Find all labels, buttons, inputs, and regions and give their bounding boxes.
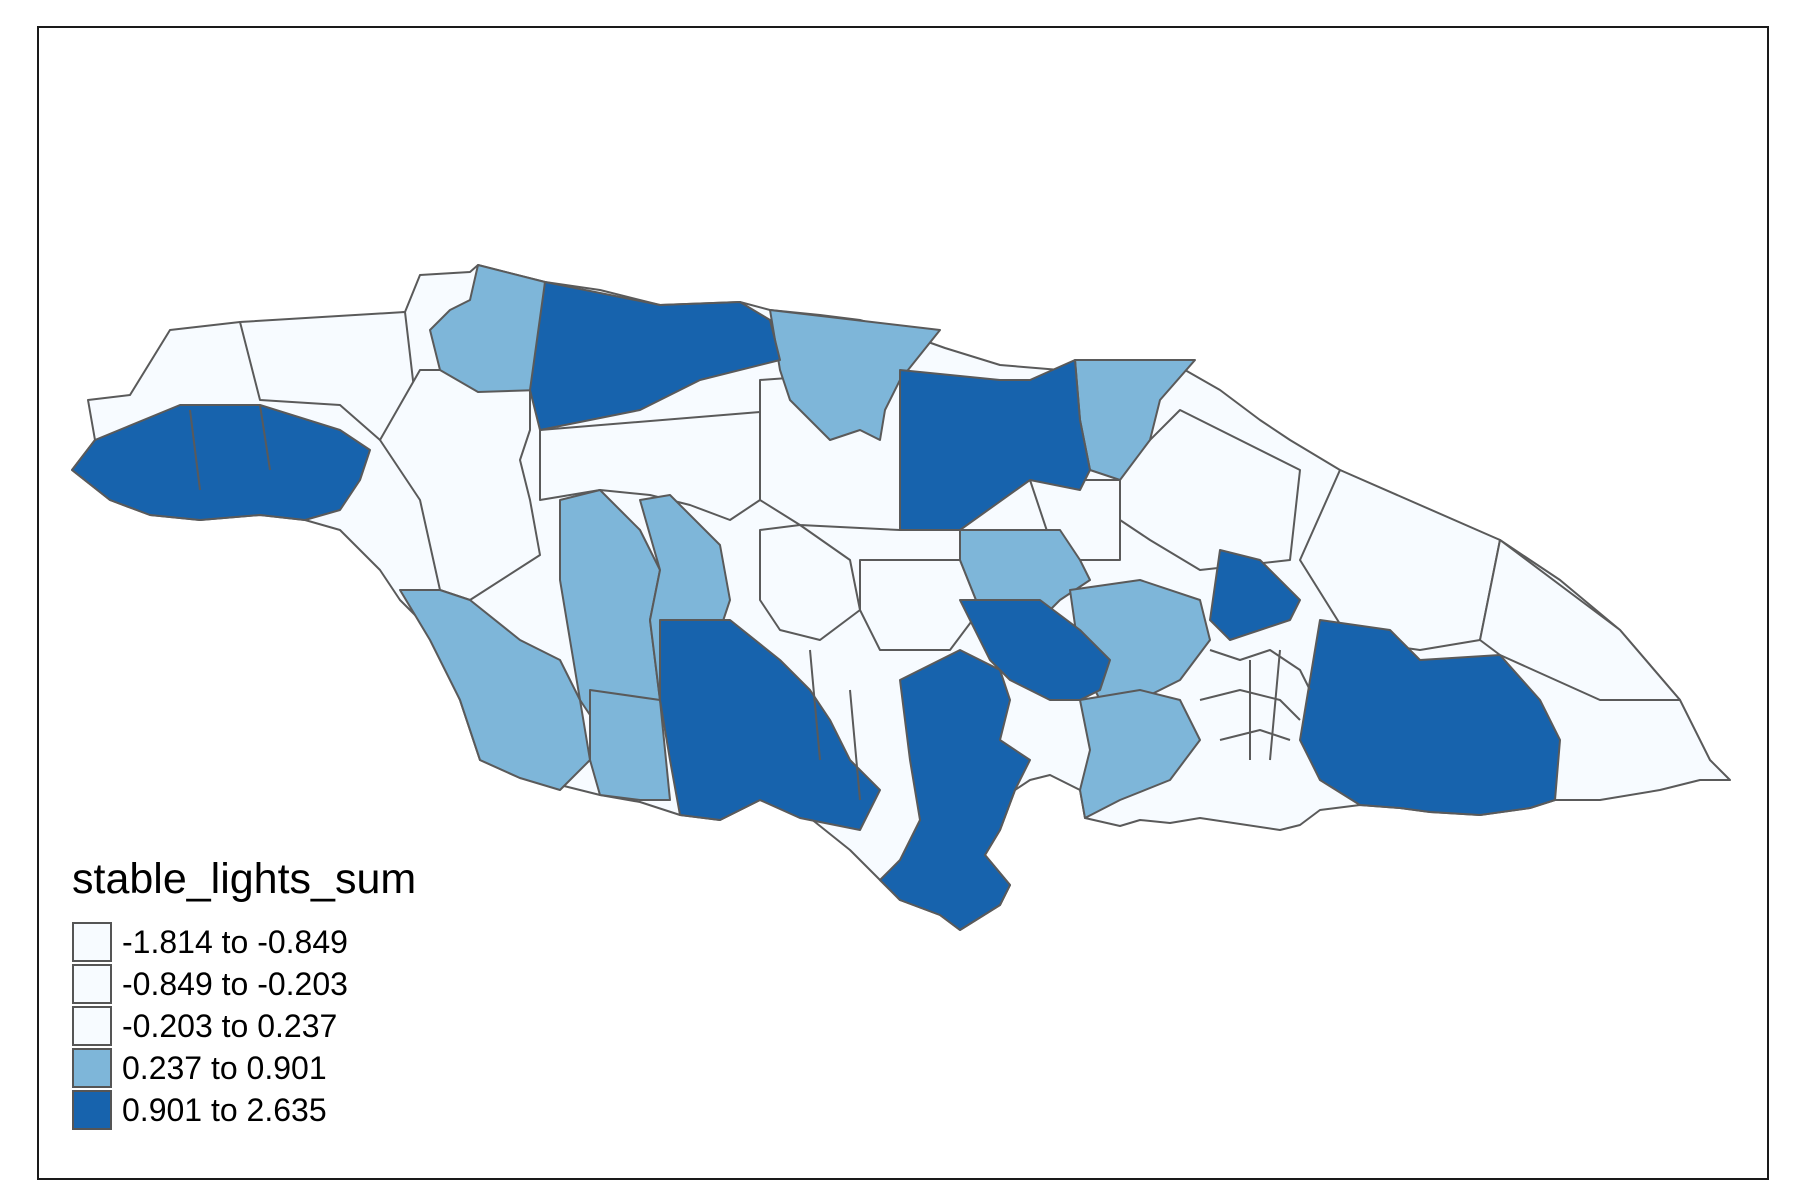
region-medium-8 [959,529,1091,621]
legend-swatch [72,1090,112,1130]
legend-item: -0.849 to -0.203 [72,963,416,1005]
legend-label: -0.203 to 0.237 [122,1007,338,1044]
legend-swatch [72,964,112,1004]
legend-label: -0.849 to -0.203 [122,965,348,1002]
legend-swatch [72,1006,112,1046]
region-dark-7 [1209,549,1301,641]
legend-item: 0.237 to 0.901 [72,1047,416,1089]
legend-title: stable_lights_sum [72,855,417,903]
legend-swatch [72,1048,112,1088]
region-medium-10 [1079,689,1201,819]
legend-item: -0.203 to 0.237 [72,1005,416,1047]
legend-swatch [72,922,112,962]
legend-label: 0.237 to 0.901 [122,1049,327,1086]
region-dark-6 [879,649,1031,931]
region-dark-2 [899,359,1091,531]
legend-item: 0.901 to 2.635 [72,1089,416,1131]
region-medium-7 [589,689,671,801]
region-dark-3 [71,404,371,521]
map-legend: stable_lights_sum -1.814 to -0.849 -0.84… [72,858,416,1131]
region-dark-8 [1299,619,1561,816]
legend-label: 0.901 to 2.635 [122,1091,327,1128]
legend-label: -1.814 to -0.849 [122,923,348,960]
region-dark-4 [659,619,881,831]
region-dark-1 [529,281,781,431]
legend-item: -1.814 to -0.849 [72,921,416,963]
